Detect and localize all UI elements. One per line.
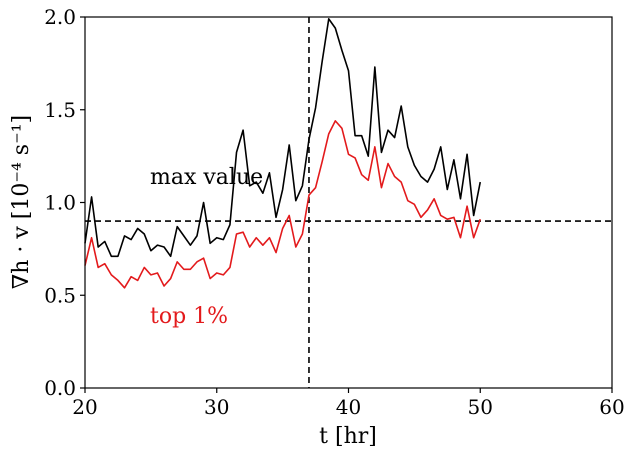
annotation-max-value: max value: [150, 165, 263, 190]
y-tick-label: 2.0: [44, 5, 76, 29]
y-axis-label: ∇h · v [10⁻⁴ s⁻¹]: [9, 115, 34, 289]
x-axis-label: t [hr]: [319, 424, 377, 449]
y-tick-label: 0.5: [44, 283, 76, 307]
x-tick-label: 40: [336, 395, 361, 419]
y-tick-label: 0.0: [44, 376, 76, 400]
x-tick-label: 50: [468, 395, 493, 419]
y-tick-label: 1.5: [44, 98, 76, 122]
x-tick-label: 20: [72, 395, 97, 419]
x-tick-label: 30: [204, 395, 229, 419]
annotation-top-1pct: top 1%: [150, 304, 228, 329]
plot-frame: [84, 16, 613, 389]
y-tick-label: 1.0: [44, 191, 76, 215]
series-line-max-value: [84, 18, 482, 258]
x-tick-label: 60: [599, 395, 624, 419]
series-line-top-1pct: [84, 120, 482, 289]
